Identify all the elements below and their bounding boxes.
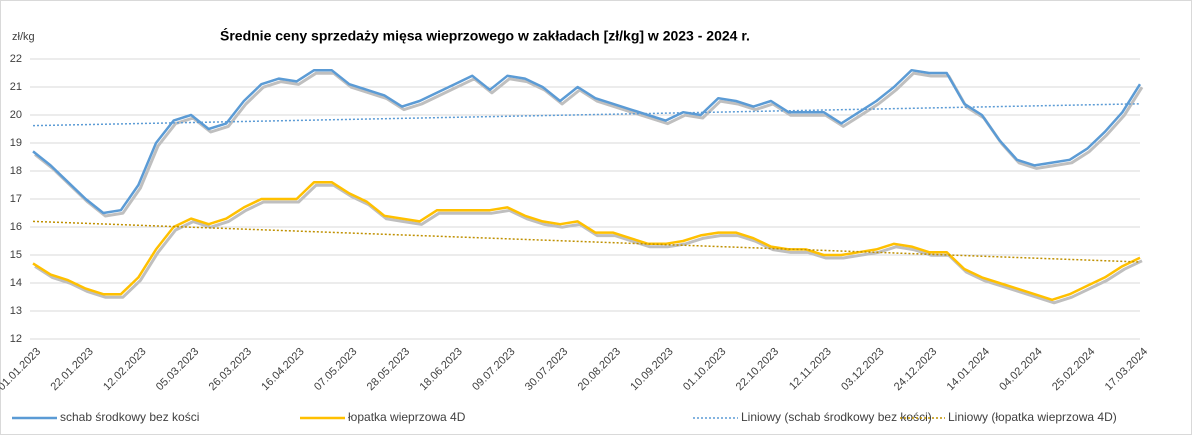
legend-label: łopatka wieprzowa 4D: [348, 410, 466, 424]
y-tick-label: 17: [10, 193, 22, 205]
y-tick-label: 14: [10, 277, 22, 289]
y-tick-label: 16: [10, 221, 22, 233]
y-tick-label: 19: [10, 137, 22, 149]
y-tick-label: 21: [10, 81, 22, 93]
series-line: [32, 180, 1141, 302]
legend-label: schab środkowy bez kości: [60, 410, 199, 424]
y-tick-label: 13: [10, 305, 22, 317]
y-tick-label: 18: [10, 165, 22, 177]
legend-label: Liniowy (schab środkowy bez kości): [741, 410, 932, 424]
y-tick-label: 12: [10, 333, 22, 345]
y-tick-label: 20: [10, 109, 22, 121]
trend-line: [32, 103, 1141, 127]
chart-title: Średnie ceny sprzedaży mięsa wieprzowego…: [220, 27, 750, 44]
y-tick-label: 15: [10, 249, 22, 261]
series-line: [32, 68, 1142, 215]
y-axis-label: zł/kg: [12, 31, 35, 43]
trend-line: [32, 220, 1141, 263]
y-tick-label: 22: [10, 53, 22, 65]
legend-label: Liniowy (łopatka wieprzowa 4D): [948, 410, 1117, 424]
